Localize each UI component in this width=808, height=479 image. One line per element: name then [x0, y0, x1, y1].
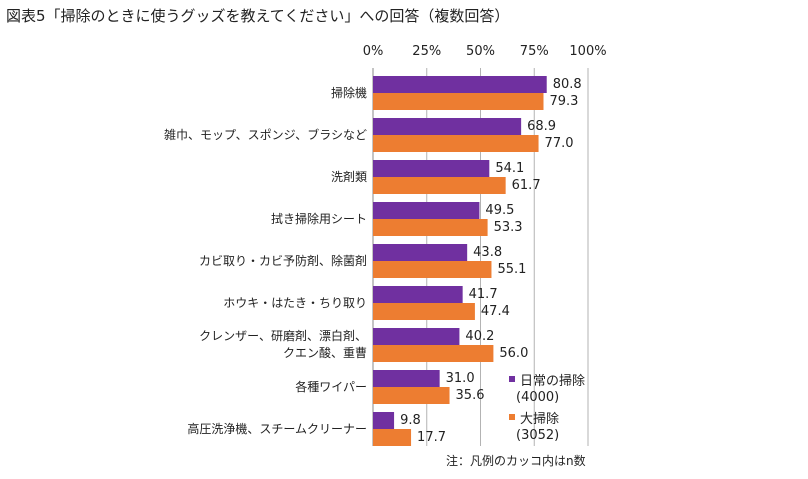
data-label: 35.6 — [455, 388, 485, 403]
category-label: ホウキ・はたき・ちり取り — [223, 295, 367, 312]
bar-daily — [373, 76, 547, 93]
category-label-line: 拭き掃除用シート — [270, 211, 367, 226]
bar-daily — [373, 286, 463, 303]
category-label: 雑巾、モップ、スポンジ、ブラシなど — [164, 127, 367, 144]
data-label: 68.9 — [527, 119, 557, 134]
bar-big — [373, 177, 506, 194]
category-label: 各種ワイパー — [295, 379, 367, 396]
category-label-line: クレンザー、研磨剤、漂白剤、 — [199, 329, 367, 343]
bar-big — [373, 219, 488, 236]
category-label: 拭き掃除用シート — [271, 211, 367, 228]
category-label-line: 洗剤類 — [330, 169, 367, 184]
category-label-line: 雑巾、モップ、スポンジ、ブラシなど — [163, 127, 367, 142]
category-label-line: 掃除機 — [330, 85, 367, 100]
data-label: 53.3 — [493, 220, 523, 235]
category-label: 洗剤類 — [331, 169, 367, 186]
category-label-line: ホウキ・はたき・ちり取り — [223, 295, 367, 310]
bar-big — [373, 387, 450, 404]
data-label: 31.0 — [445, 371, 475, 386]
category-label: 掃除機 — [331, 85, 367, 102]
x-tick-label: 25% — [412, 44, 442, 59]
category-label-line: カビ取り・カビ予防剤、除菌剤 — [198, 253, 367, 268]
bar-big — [373, 93, 544, 110]
legend-swatch-daily — [509, 376, 515, 382]
bar-daily — [373, 118, 522, 135]
data-label: 61.7 — [511, 178, 541, 193]
legend-swatch-big — [509, 414, 515, 420]
bar-daily — [373, 370, 440, 387]
bar-daily — [373, 244, 468, 261]
bar-big — [373, 303, 475, 320]
x-tick-label: 50% — [466, 44, 495, 59]
category-label: クレンザー、研磨剤、漂白剤、クエン酸、重曹 — [199, 328, 367, 362]
category-label-line: 各種ワイパー — [295, 379, 367, 394]
legend-label-big: 大掃除 — [520, 412, 560, 427]
bar-daily — [373, 412, 395, 429]
data-label: 56.0 — [499, 346, 529, 361]
legend-n-big: (3052) — [516, 428, 560, 443]
x-tick-label: 100% — [569, 44, 607, 59]
category-label: 高圧洗浄機、スチームクリーナー — [187, 421, 367, 438]
bar-daily — [373, 202, 480, 219]
category-label-line: 高圧洗浄機、スチームクリーナー — [187, 421, 367, 436]
footnote: 注：凡例のカッコ内はn数 — [446, 454, 586, 468]
data-label: 40.2 — [465, 329, 495, 344]
category-label-line: クエン酸、重曹 — [282, 346, 367, 360]
bar-daily — [373, 328, 460, 345]
data-label: 79.3 — [549, 94, 579, 109]
data-label: 41.7 — [468, 287, 498, 302]
bar-daily — [373, 160, 490, 177]
data-label: 43.8 — [473, 245, 503, 260]
bar-big — [373, 345, 494, 362]
data-label: 49.5 — [485, 203, 515, 218]
x-tick-label: 0% — [362, 44, 384, 59]
data-label: 80.8 — [552, 77, 582, 92]
data-label: 17.7 — [417, 430, 446, 445]
data-label: 9.8 — [400, 413, 421, 428]
data-label: 47.4 — [480, 304, 510, 319]
x-tick-label: 75% — [519, 44, 549, 59]
chart-title: 図表5「掃除のときに使うグッズを教えてください」への回答（複数回答） — [6, 7, 510, 25]
legend-n-daily: (4000) — [516, 390, 560, 405]
category-label: カビ取り・カビ予防剤、除菌剤 — [199, 253, 367, 270]
data-label: 77.0 — [544, 136, 574, 151]
legend-label-daily: 日常の掃除 — [520, 374, 586, 389]
bar-big — [373, 261, 492, 278]
data-label: 55.1 — [497, 262, 527, 277]
data-label: 54.1 — [495, 161, 525, 176]
bar-big — [373, 135, 539, 152]
bar-big — [373, 429, 412, 446]
